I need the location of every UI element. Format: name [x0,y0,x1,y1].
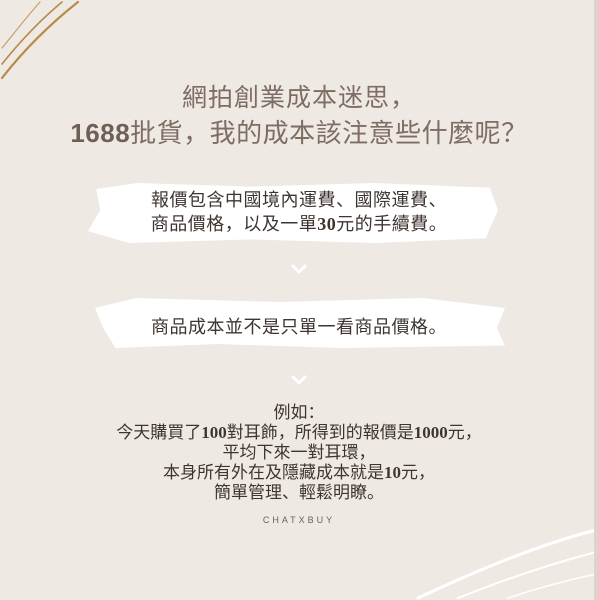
title-number: 1688 [70,118,131,148]
brand-label: CHATXBUY [262,515,336,525]
example-l1-a: 今天購買了 [116,423,202,443]
example-l1-c: 元， [447,423,482,443]
example-l1-n1: 100 [201,423,227,442]
example-l1-n2: 1000 [413,423,448,442]
chevron-down-icon [291,375,307,385]
point2-text: 商品成本並不是只單一看商品價格。 [151,317,447,338]
title-line-2: 1688批貨，我的成本該注意些什麼呢？ [0,113,598,150]
example-line-4: 簡單管理、輕鬆明瞭。 [214,483,384,503]
point1-line-2: 商品價格，以及一單30元的手續費。 [0,210,598,236]
example-l3-b: 元， [401,463,435,483]
point1-number: 30 [317,214,337,234]
example-l3-n: 10 [384,463,401,482]
highlight-brush-2 [95,298,505,348]
title-line-2-text: 批貨，我的成本該注意些什麼呢？ [130,119,528,149]
point1-line-1: 報價包含中國境內運費、國際運費、 [151,190,447,211]
example-heading: 例如： [273,403,325,423]
example-line-2: 平均下來一對耳環， [222,443,376,463]
example-l3-a: 本身所有外在及隱藏成本就是 [163,463,384,483]
example-line-1: 今天購買了100對耳飾，所得到的報價是1000元， [0,423,598,443]
example-line-3: 本身所有外在及隱藏成本就是10元， [0,463,598,483]
right-edge-border [594,0,598,600]
example-l1-b: 對耳飾，所得到的報價是 [226,423,414,443]
decorative-strokes-bottom-right [416,528,598,600]
decorative-strokes-top-left [0,0,80,80]
highlight-brush-1 [88,183,498,243]
point1-suffix: 元的手續費。 [336,214,448,235]
chevron-down-icon [291,264,307,274]
point1-prefix: 商品價格，以及一單 [150,214,318,235]
title-line-1: 網拍創業成本迷思， [181,83,416,112]
